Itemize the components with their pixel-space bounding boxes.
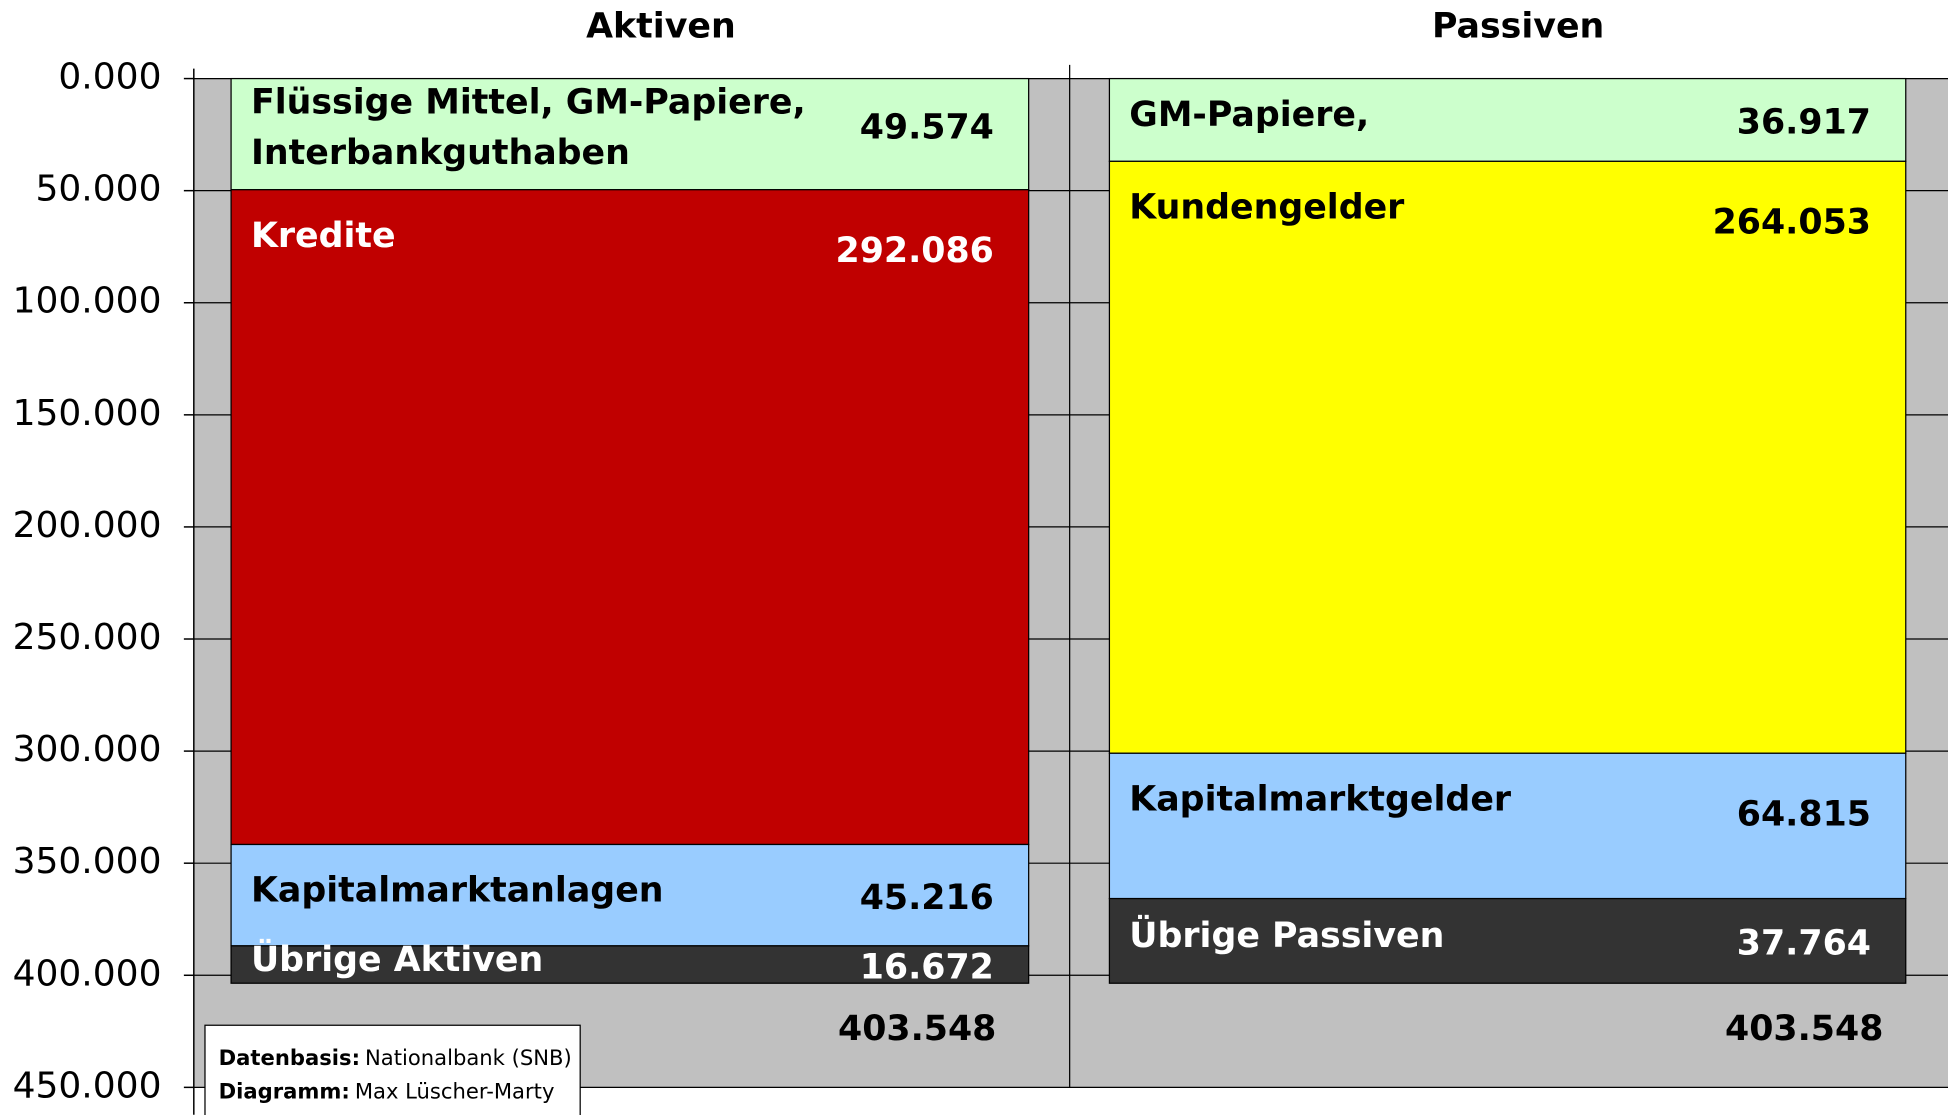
bar-segment [1108, 77, 1907, 162]
segment-name: Kapitalmarktanlagen [251, 870, 664, 910]
segment-name: Übrige Passiven [1129, 914, 1444, 956]
category-label: Aktiven [586, 7, 736, 47]
segment-name: Flüssige Mittel, GM-Papiere, Interbankgut… [251, 82, 806, 172]
note-key: Diagramm: [219, 1078, 350, 1103]
segment-value: 264.053 [1713, 202, 1871, 242]
y-tick-label: 350.000 [13, 841, 162, 882]
bar-segment [230, 77, 1030, 191]
bar-segment [230, 843, 1030, 947]
bar-segment [230, 945, 1030, 984]
y-tick-label: 400.000 [13, 953, 162, 994]
segment-value: 16.672 [860, 947, 994, 987]
segment-value: 292.086 [836, 231, 994, 271]
segment-value: 64.815 [1737, 794, 1871, 834]
segment-name: Kredite [251, 216, 396, 256]
segment-value: 49.574 [860, 107, 994, 147]
segment-name: GM-Papiere, [1129, 95, 1369, 135]
category-label: Passiven [1432, 7, 1604, 47]
y-tick-label: 100.000 [13, 281, 162, 322]
source-note: Diagramm: Max Lüscher-Marty [219, 1078, 555, 1103]
y-tick-label: 0.000 [58, 57, 161, 98]
note-key: Datenbasis: [219, 1045, 360, 1070]
bar-segment [1108, 160, 1907, 754]
y-tick-label: 150.000 [13, 393, 162, 434]
y-tick-label: 50.000 [35, 169, 161, 210]
y-tick-label: 300.000 [13, 729, 162, 770]
bar-segment [230, 189, 1030, 846]
segment-name: Übrige Aktiven [251, 938, 543, 980]
segment-name: Kapitalmarktgelder [1129, 779, 1512, 819]
y-tick-label: 450.000 [13, 1065, 162, 1106]
segment-name: Kundengelder [1129, 188, 1405, 228]
segment-value: 37.764 [1737, 924, 1871, 964]
total-label: 403.548 [1725, 1009, 1883, 1049]
segment-value: 36.917 [1737, 103, 1871, 143]
source-note: Datenbasis: Nationalbank (SNB) [219, 1045, 572, 1070]
bar-segment [1108, 752, 1907, 900]
note-text: Max Lüscher-Marty [355, 1078, 555, 1103]
y-tick-label: 250.000 [13, 617, 162, 658]
segment-value: 45.216 [860, 878, 994, 918]
note-text: Nationalbank (SNB) [365, 1045, 572, 1070]
note-box [204, 1024, 581, 1115]
bar-segment [1108, 897, 1907, 984]
total-label: 403.548 [838, 1009, 996, 1049]
y-tick-label: 200.000 [13, 505, 162, 546]
